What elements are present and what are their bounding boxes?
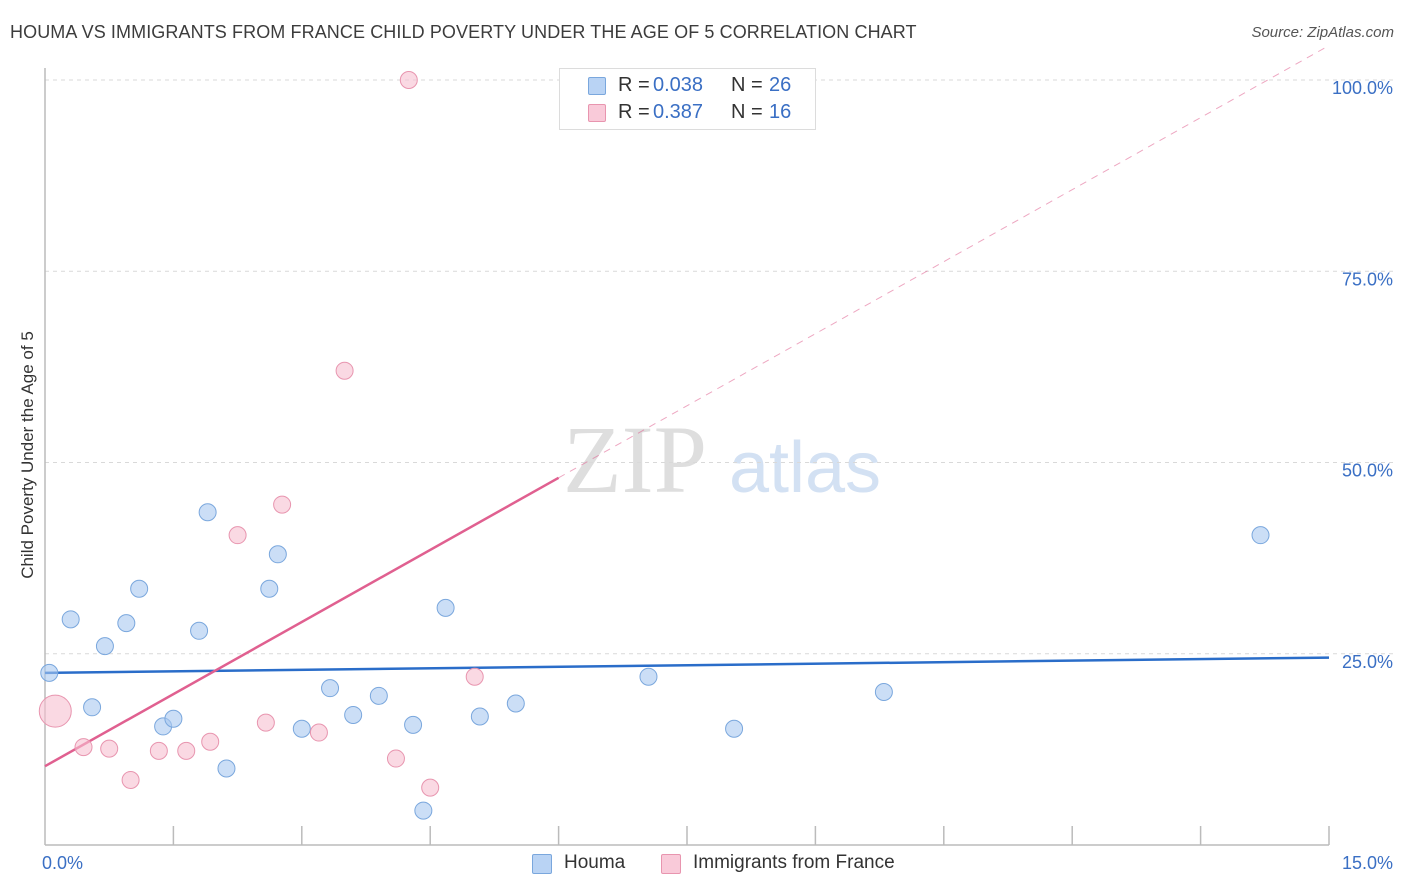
point-s0-2 [83,698,102,717]
x-tick-label-max: 15.0% [1342,853,1393,873]
point-s0-7 [164,709,183,728]
chart-source: Source: ZipAtlas.com [1251,24,1394,41]
point-s1-11 [335,361,354,380]
trend-line-1 [44,476,560,768]
france-legend-label: Immigrants from France [693,852,895,873]
n-label: N = [731,101,763,123]
gridlines [45,79,1395,655]
legend-stats: R = 0.038 N = 26 R = 0.387 N = 16 [559,68,816,130]
r-label: R = [618,74,650,96]
point-s0-24 [874,683,893,701]
chart-title: HOUMA VS IMMIGRANTS FROM FRANCE CHILD PO… [10,22,917,42]
point-s1-10 [309,723,328,742]
point-s1-14 [421,778,440,797]
point-s0-15 [344,705,363,724]
point-s0-11 [260,579,279,598]
point-s0-8 [190,621,209,640]
point-s0-18 [414,801,433,820]
point-s1-12 [386,749,405,768]
point-s0-19 [436,598,455,617]
point-s1-4 [149,741,168,760]
point-s0-21 [506,694,525,713]
point-s0-10 [217,759,236,778]
y-tick-label-50: 50.0% [1342,461,1393,481]
point-s1-2 [100,739,119,758]
point-s0-22 [639,667,658,686]
axes [44,68,1330,846]
n-value: 26 [769,74,792,96]
n-label: N = [731,74,763,96]
point-s0-13 [292,719,311,738]
point-s1-6 [201,732,220,751]
y-tick-label-100: 100.0% [1332,78,1393,98]
point-s0-16 [369,686,388,705]
trend-extension-1 [558,45,1330,479]
point-s1-7 [228,526,247,545]
point-s0-4 [117,614,136,633]
houma-legend-swatch [532,854,552,874]
point-s0-1 [61,610,80,629]
watermark-zip: ZIP [563,406,707,513]
houma-swatch [588,77,606,95]
point-s0-17 [404,715,423,734]
point-s0-20 [470,707,489,726]
watermark-atlas: atlas [729,428,881,508]
legend-series: Houma Immigrants from France [0,852,1406,878]
y-tick-label-25: 25.0% [1342,652,1393,672]
point-s0-12 [268,545,287,564]
x-tick-label-min: 0.0% [42,853,83,873]
point-s0-5 [130,579,149,598]
point-s0-14 [321,679,340,698]
france-legend-swatch [661,854,681,874]
point-s1-9 [273,495,292,514]
point-s0-23 [725,719,744,738]
point-s0-9 [198,503,217,522]
point-s0-25 [1251,526,1270,545]
tick-labels: 25.0% 50.0% 75.0% 100.0% 0.0% 15.0% [42,78,1393,873]
point-s0-3 [95,637,114,656]
r-value: 0.038 [653,74,704,96]
point-s1-1 [74,738,93,757]
france-swatch [588,104,606,122]
point-s1-13 [399,71,418,89]
point-s1-15 [465,667,484,686]
r-label: R = [618,101,650,123]
n-value: 16 [769,101,792,123]
point-s1-8 [256,713,275,732]
point-s0-0 [40,663,59,682]
point-s1-5 [177,741,196,760]
trend-lines [44,45,1330,768]
r-value: 0.387 [653,101,704,123]
data-points [38,71,1270,820]
houma-legend-label: Houma [564,852,626,873]
y-tick-label-75: 75.0% [1342,269,1393,289]
point-s1-0 [38,694,72,728]
trend-line-0 [44,656,1330,675]
point-s1-3 [121,770,140,789]
